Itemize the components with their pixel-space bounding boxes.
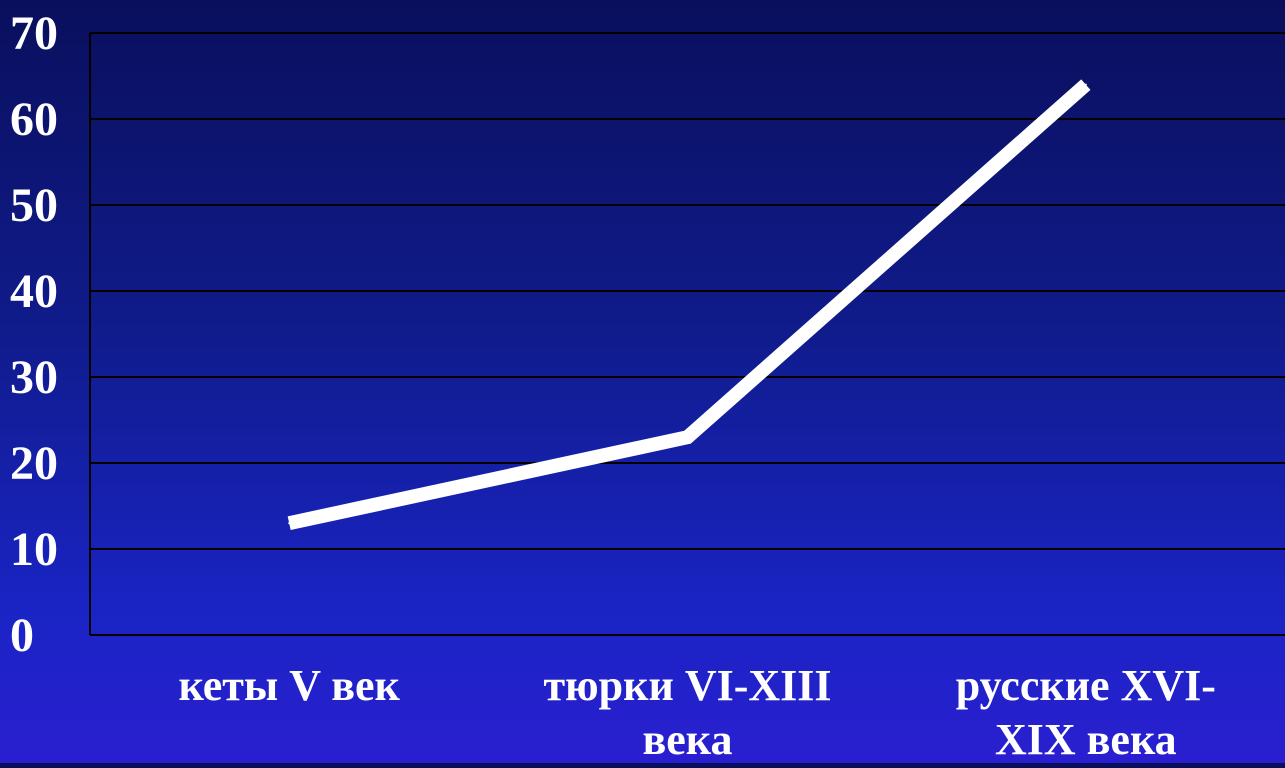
y-tick-label: 10: [10, 523, 58, 576]
data-point: [686, 436, 689, 439]
data-point: [1084, 83, 1087, 86]
y-tick-label: 30: [10, 351, 58, 404]
data-point: [288, 522, 291, 525]
axes: [89, 33, 1285, 636]
series-line: [287, 79, 1091, 531]
y-tick-label: 0: [10, 609, 34, 662]
grid-lines: [90, 32, 1285, 550]
y-tick-label: 20: [10, 437, 58, 490]
y-tick-label: 40: [10, 265, 58, 318]
y-tick-label: 50: [10, 179, 58, 232]
y-tick-label: 60: [10, 93, 58, 146]
y-tick-label: 70: [10, 7, 58, 60]
series: [287, 79, 1091, 531]
x-tick-label: русские XVI-XIX века: [956, 661, 1216, 763]
x-tick-label: тюрки VI-XIII века: [543, 661, 831, 763]
y-tick-labels: 0 10 20 30 40 50 60 70: [10, 7, 58, 662]
x-tick-labels: кеты V век тюрки VI-XIII века русские XVI-X…: [178, 661, 1216, 764]
x-tick-label: кеты V век: [178, 661, 400, 710]
